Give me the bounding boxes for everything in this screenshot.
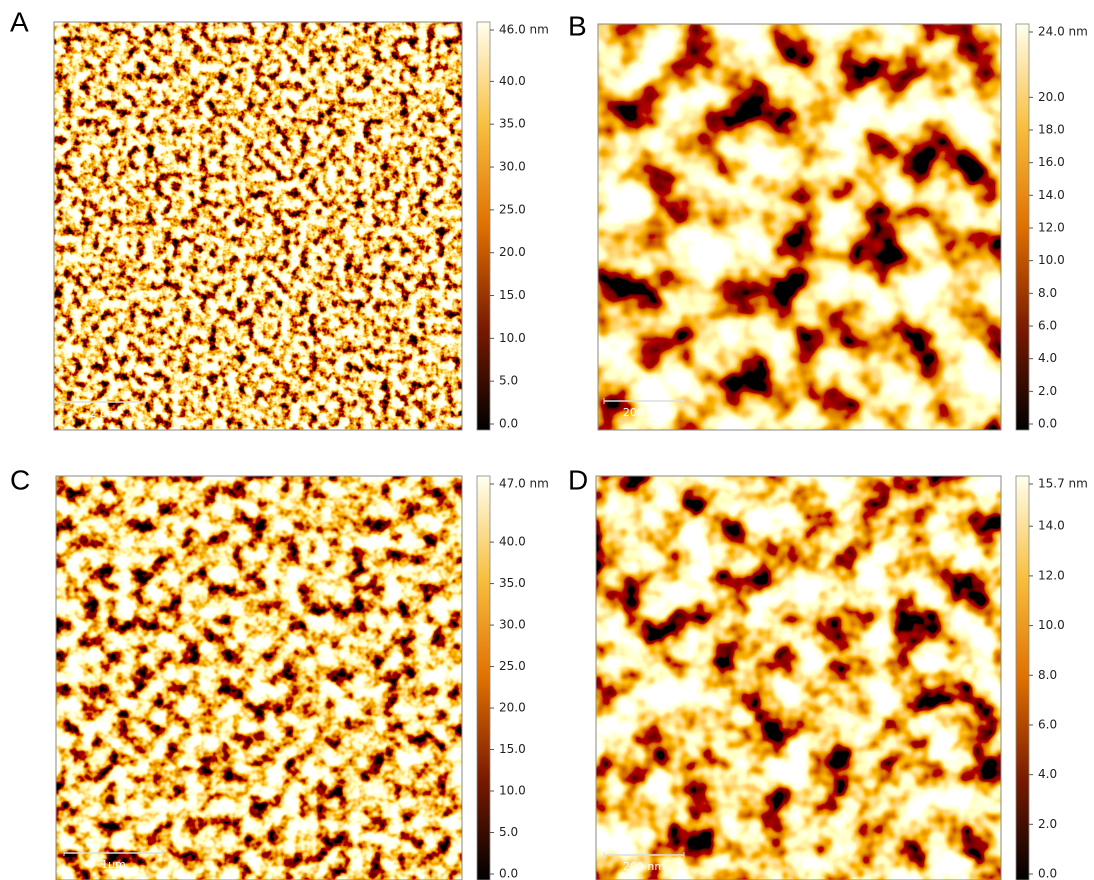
- colorbar-tick-label: 10.0: [499, 331, 526, 345]
- colorbar: [477, 476, 490, 880]
- colorbar-tick-label: 0.0: [1038, 417, 1057, 431]
- colorbar-tick-label: 5.0: [499, 374, 518, 388]
- colorbar-tick-label: 4.0: [1038, 351, 1057, 365]
- colorbar-tick-label: 6.0: [1038, 319, 1057, 333]
- colorbar-tick-label: 5.0: [499, 825, 518, 839]
- colorbar-tick-label: 14.0: [1038, 188, 1065, 202]
- colorbar-tick-label: 40.0: [499, 74, 526, 88]
- colorbar-tick-label: 12.0: [1038, 221, 1065, 235]
- colorbar-tick-label: 35.0: [499, 576, 526, 590]
- colorbar-tick-label: 20.0: [499, 245, 526, 259]
- colorbar-tick-label: 40.0: [499, 535, 526, 549]
- colorbar-tick-label: 8.0: [1038, 286, 1057, 300]
- colorbar-tick-label: 8.0: [1038, 668, 1057, 682]
- afm-image: [54, 22, 462, 430]
- panel-label: A: [10, 6, 29, 37]
- colorbar-tick-label: 18.0: [1038, 123, 1065, 137]
- colorbar-tick-label: 10.0: [499, 784, 526, 798]
- colorbar-tick-label: 24.0 nm: [1038, 25, 1088, 39]
- colorbar-tick-label: 14.0: [1038, 519, 1065, 533]
- panel-label: D: [568, 464, 588, 495]
- colorbar-tick-label: 2.0: [1038, 384, 1057, 398]
- colorbar-tick-label: 15.0: [499, 742, 526, 756]
- colorbar-tick-label: 10.0: [1038, 618, 1065, 632]
- figure: A 2 μm 46.0 nm 40.0 35.0 30.0 25.0 20.0 15.0 10.0…: [0, 0, 1094, 880]
- colorbar-tick-label: 0.0: [499, 417, 518, 431]
- colorbar-tick-label: 46.0 nm: [499, 23, 549, 37]
- colorbar-tick-label: 30.0: [499, 618, 526, 632]
- scale-bar-label: 1μm: [101, 858, 126, 871]
- colorbar-tick-label: 10.0: [1038, 253, 1065, 267]
- colorbar-tick-label: 12.0: [1038, 568, 1065, 582]
- colorbar-tick-label: 47.0 nm: [499, 477, 549, 491]
- scale-bar-label: 200 nm: [623, 406, 665, 419]
- colorbar-tick-label: 20.0: [1038, 90, 1065, 104]
- colorbar-tick-label: 25.0: [499, 659, 526, 673]
- afm-image: [56, 476, 462, 880]
- panel-label: C: [10, 464, 30, 495]
- colorbar-tick-label: 16.0: [1038, 155, 1065, 169]
- scale-bar-label: 2 μm: [89, 407, 117, 420]
- colorbar-tick-label: 0.0: [1038, 867, 1057, 880]
- colorbar: [477, 22, 490, 430]
- colorbar-tick-label: 6.0: [1038, 717, 1057, 731]
- colorbar-tick-label: 15.0: [499, 288, 526, 302]
- scale-bar-label: 200 nm: [623, 860, 665, 873]
- colorbar-tick-label: 25.0: [499, 202, 526, 216]
- afm-image: [598, 24, 1001, 430]
- colorbar-tick-label: 4.0: [1038, 767, 1057, 781]
- colorbar: [1016, 476, 1029, 880]
- colorbar-tick-label: 35.0: [499, 117, 526, 131]
- afm-image: [596, 476, 1001, 880]
- panel-label: B: [568, 10, 587, 41]
- colorbar-tick-label: 30.0: [499, 160, 526, 174]
- colorbar-tick-label: 15.7 nm: [1038, 477, 1088, 491]
- colorbar: [1016, 24, 1029, 430]
- colorbar-tick-label: 2.0: [1038, 817, 1057, 831]
- colorbar-tick-label: 0.0: [499, 867, 518, 880]
- colorbar-tick-label: 20.0: [499, 701, 526, 715]
